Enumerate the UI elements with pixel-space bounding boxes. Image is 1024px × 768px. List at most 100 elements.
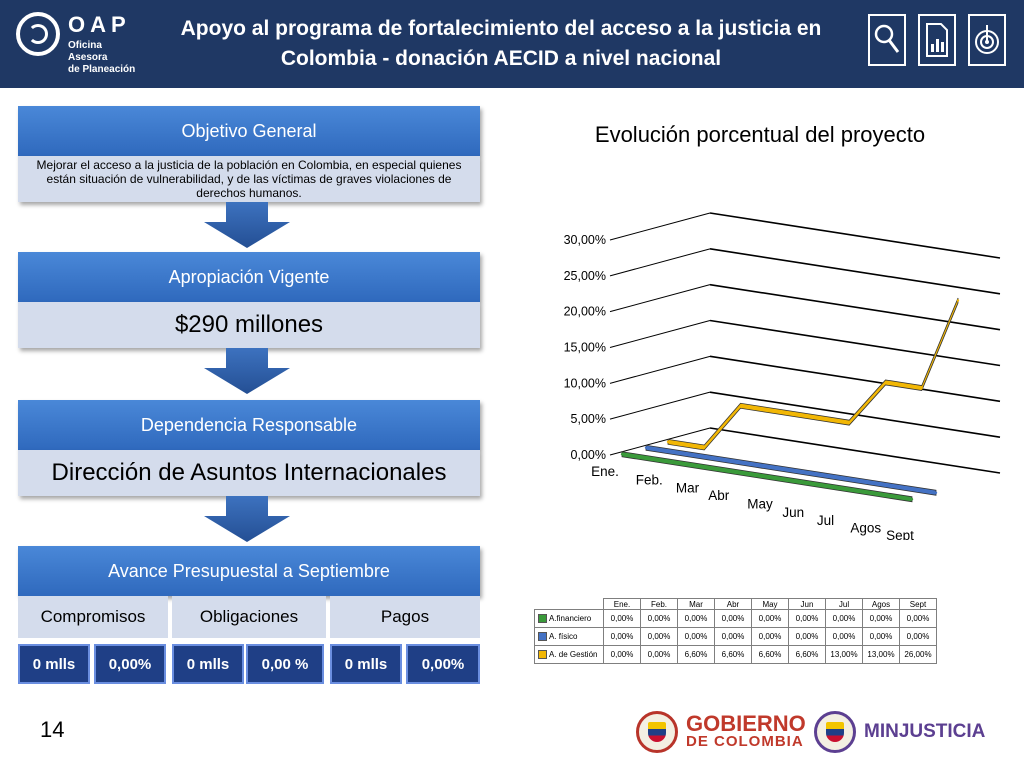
x-tick-label: Sept: [886, 528, 914, 540]
table-cell: 0,00%: [788, 609, 826, 628]
gridline-depth: [609, 320, 711, 348]
series-1-point: [681, 452, 684, 455]
series-0-point: [874, 492, 877, 495]
table-header-cell: Jul: [825, 598, 863, 610]
obligaciones-label: Obligaciones: [172, 596, 326, 638]
series-2-point: [848, 421, 851, 424]
series-0-point: [729, 469, 732, 473]
table-row-label: A. físico: [534, 627, 604, 646]
gobierno-line2: DE COLOMBIA: [686, 733, 804, 750]
table-cell: 0,00%: [862, 609, 900, 628]
apropiacion-value: $290 millones: [18, 302, 480, 348]
series-0-point: [910, 498, 914, 501]
table-cell: 0,00%: [640, 627, 678, 646]
table-cell: 0,00%: [714, 609, 752, 628]
table-cell: 0,00%: [751, 609, 789, 628]
x-tick-label: Mar: [676, 480, 700, 495]
series-0-point: [765, 475, 769, 478]
x-tick-label: Abr: [708, 488, 730, 503]
flow-arrow-icon: [204, 202, 290, 248]
table-cell: 0,00%: [677, 609, 715, 628]
table-header-row: Ene. Feb. Mar Abr May Jun Jul Agos Sept: [535, 598, 937, 610]
table-header-cell: Ene.: [603, 598, 641, 610]
page-number: 14: [40, 717, 65, 742]
series-1-point: [717, 457, 720, 461]
x-tick-label: Agos: [850, 520, 881, 535]
table-row: A. físico 0,00% 0,00% 0,00% 0,00% 0,00% 0,00% 0…: [534, 627, 937, 646]
x-tick-label: Jul: [817, 513, 834, 528]
table-header-cell: Mar: [677, 598, 715, 610]
table-header-cell: Feb.: [640, 598, 678, 610]
gobierno-logo: GOBIERNO DE COLOMBIA: [636, 708, 806, 756]
progress-chart: 0,00% 5,00% 10,00% 15,00% 20,00% 25,00% 30,00%…: [564, 212, 1001, 540]
series-2-point: [739, 404, 742, 407]
series-0-point: [693, 464, 696, 467]
objetivo-header: Objetivo General: [18, 106, 480, 156]
gobierno-line1: GOBIERNO: [686, 711, 806, 736]
table-row: A. de Gestión 0,00% 0,00% 6,60% 6,60% 6,60% 6,…: [534, 645, 937, 664]
table-header-cell: Sept: [899, 598, 937, 610]
table-cell: 13,00%: [825, 645, 863, 664]
gridline-depth: [609, 355, 711, 384]
table-cell: 0,00%: [714, 627, 752, 646]
series-2-point: [956, 299, 960, 302]
series-0-point: [657, 458, 660, 462]
series-1-point: [644, 446, 648, 449]
pagos-amount: 0 mlls: [330, 644, 402, 684]
colombia-seal-icon: [814, 711, 856, 753]
oap-emblem-icon: [16, 12, 60, 56]
gridline: [709, 355, 1001, 403]
legend-swatch: [538, 614, 547, 624]
table-row-label: A.financiero: [534, 609, 604, 628]
chart-title: Evolución porcentual del proyecto: [594, 122, 926, 147]
series-1-point: [826, 474, 829, 478]
table-cell: 0,00%: [899, 609, 937, 628]
oap-logo: OAP Oficina Asesora de Planeación: [12, 10, 142, 76]
table-cell: 6,60%: [751, 645, 789, 664]
table-header-cell: Agos: [862, 598, 900, 610]
table-cell: 6,60%: [788, 645, 826, 664]
colombia-seal-icon: [636, 711, 678, 753]
search-icon: [868, 14, 906, 66]
table-cell: 0,00%: [603, 627, 641, 646]
series-2-point: [666, 440, 670, 444]
series-0-point: [838, 486, 841, 490]
target-icon: [968, 14, 1006, 66]
table-cell: 6,60%: [714, 645, 752, 664]
table-corner: [535, 599, 604, 610]
table-cell: 0,00%: [899, 627, 937, 646]
gridline: [709, 319, 1001, 367]
table-row: A.financiero 0,00% 0,00% 0,00% 0,00% 0,00% 0,0…: [534, 609, 937, 628]
series-2-point: [884, 381, 887, 384]
table-header-cell: Abr: [714, 598, 752, 610]
legend-swatch: [538, 650, 547, 660]
obligaciones-percent: 0,00 %: [246, 644, 324, 684]
x-tick-label: Jun: [782, 505, 804, 520]
header-bar: OAP Oficina Asesora de Planeación Apoyo …: [0, 0, 1024, 88]
y-tick-label: 20,00%: [564, 305, 606, 319]
objetivo-text: Mejorar el acceso a la justicia de la po…: [18, 156, 480, 202]
y-tick-label: 25,00%: [564, 269, 606, 283]
series-2-point: [703, 446, 706, 449]
y-tick-label: 0,00%: [571, 448, 606, 462]
table-cell: 0,00%: [640, 645, 678, 664]
y-tick-label: 15,00%: [564, 341, 606, 355]
table-cell: 0,00%: [677, 627, 715, 646]
oap-logo-title: OAP: [68, 12, 131, 37]
dependencia-header: Dependencia Responsable: [18, 400, 480, 450]
gridline: [709, 212, 1001, 259]
compromisos-amount: 0 mlls: [18, 644, 90, 684]
table-cell: 0,00%: [788, 627, 826, 646]
x-tick-label: Feb.: [636, 473, 663, 488]
legend-swatch: [538, 632, 547, 642]
series-0-point: [802, 481, 805, 484]
avance-header: Avance Presupuestal a Septiembre: [18, 546, 480, 596]
series-1-point: [753, 463, 756, 466]
table-cell: 0,00%: [751, 627, 789, 646]
gridline: [709, 283, 1001, 331]
table-cell: 0,00%: [825, 609, 863, 628]
page-title: Apoyo al programa de fortalecimiento del…: [180, 17, 822, 70]
compromisos-percent: 0,00%: [94, 644, 166, 684]
flow-arrow-icon: [204, 496, 290, 542]
obligaciones-amount: 0 mlls: [172, 644, 244, 684]
